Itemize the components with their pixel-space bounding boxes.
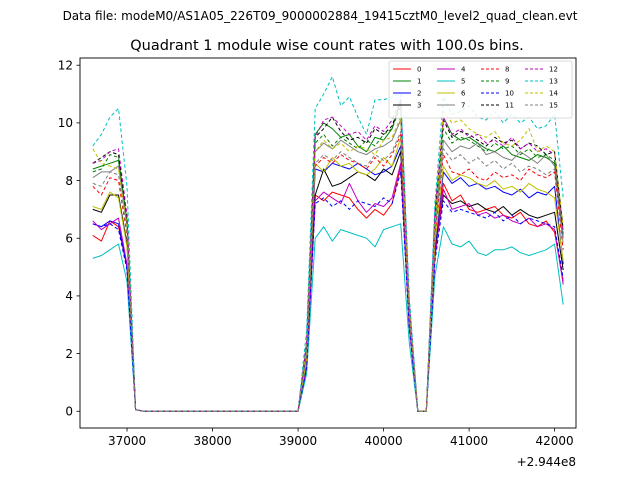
x-tick-label: 40000 [364, 434, 402, 448]
x-tick-label: 41000 [450, 434, 488, 448]
x-tick-label: 38000 [193, 434, 231, 448]
chart-title: Quadrant 1 module wise count rates with … [130, 38, 524, 54]
legend-label-4: 4 [461, 66, 466, 74]
x-axis: 37000 38000 39000 40000 41000 42000 [108, 428, 574, 448]
y-tick-label: 2 [65, 347, 73, 361]
y-tick-label: 4 [65, 289, 73, 303]
legend-label-10: 10 [505, 90, 514, 98]
legend-label-13: 13 [549, 78, 558, 86]
y-axis: 0 2 4 6 8 10 12 [58, 59, 80, 419]
y-tick-label: 6 [65, 232, 73, 246]
legend-label-8: 8 [505, 66, 509, 74]
x-offset-label: +2.944e8 [517, 455, 576, 469]
legend-label-3: 3 [417, 102, 421, 110]
y-tick-label: 10 [58, 116, 73, 130]
series-line-10 [92, 171, 564, 412]
series-line-15 [92, 131, 564, 412]
series-layer [92, 76, 564, 412]
legend-label-2: 2 [417, 90, 421, 98]
legend-label-6: 6 [461, 90, 466, 98]
legend-label-12: 12 [549, 66, 558, 74]
series-line-13 [92, 76, 564, 412]
x-tick-label: 39000 [279, 434, 317, 448]
legend-label-7: 7 [461, 102, 465, 110]
x-tick-label: 37000 [108, 434, 146, 448]
y-tick-label: 8 [65, 174, 73, 188]
y-tick-label: 12 [58, 59, 73, 73]
data-file-label: Data file: modeM0/AS1A05_226T09_90000028… [63, 9, 578, 23]
legend-label-14: 14 [549, 90, 558, 98]
legend-label-1: 1 [417, 78, 421, 86]
series-line-12 [92, 99, 564, 412]
legend-label-15: 15 [549, 102, 558, 110]
legend-frame [388, 60, 573, 119]
series-line-9 [92, 105, 564, 412]
legend-label-9: 9 [505, 78, 509, 86]
plot-frame [79, 57, 577, 429]
x-tick-label: 42000 [536, 434, 574, 448]
legend-label-11: 11 [505, 102, 514, 110]
legend-label-5: 5 [461, 78, 465, 86]
legend-label-0: 0 [417, 66, 421, 74]
y-tick-label: 0 [65, 405, 73, 419]
plot-area [80, 58, 576, 428]
